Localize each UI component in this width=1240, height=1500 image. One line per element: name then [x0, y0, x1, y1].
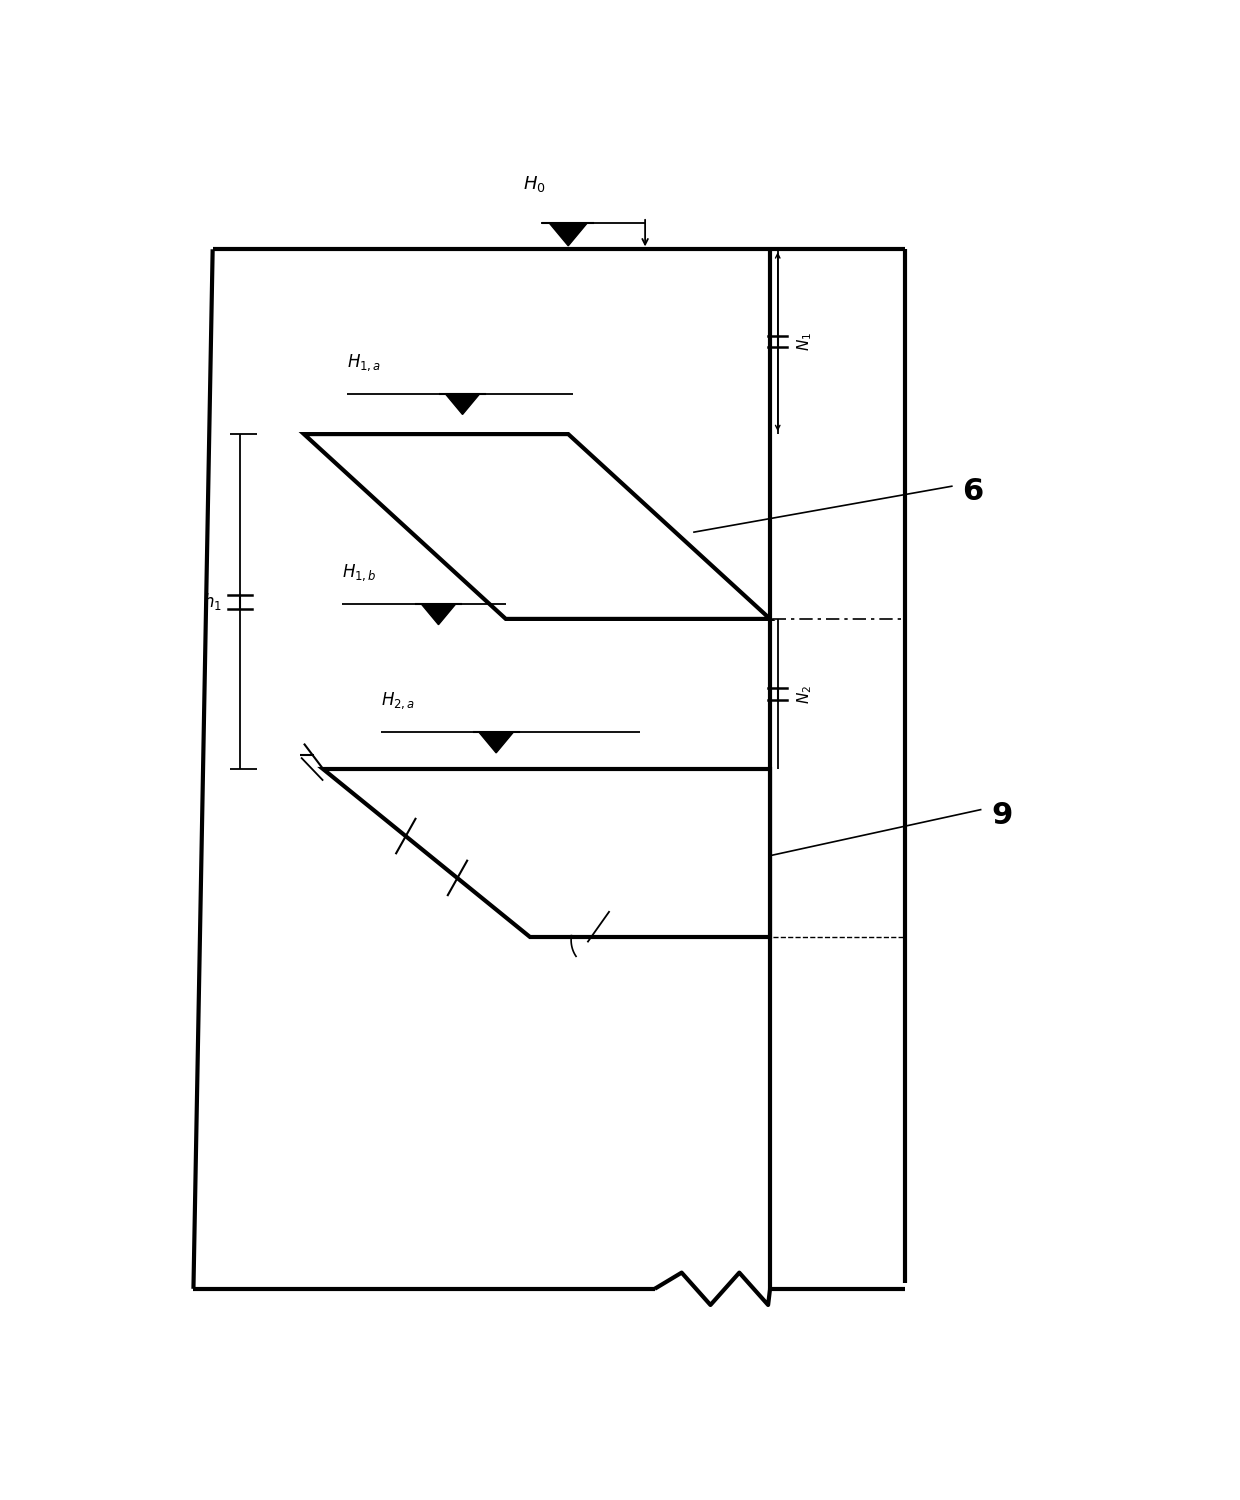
Polygon shape — [479, 732, 513, 753]
Polygon shape — [549, 222, 588, 246]
Polygon shape — [304, 433, 770, 620]
Text: $H_0$: $H_0$ — [523, 174, 546, 194]
Text: $H_{2,a}$: $H_{2,a}$ — [381, 690, 415, 711]
Text: $N_1$: $N_1$ — [795, 332, 813, 351]
Text: $h_1$: $h_1$ — [203, 591, 222, 612]
Polygon shape — [445, 393, 480, 414]
Text: $H_{1,b}$: $H_{1,b}$ — [342, 562, 377, 584]
Polygon shape — [422, 604, 456, 624]
Text: 6: 6 — [962, 477, 983, 507]
Text: $H_{1,a}$: $H_{1,a}$ — [347, 352, 382, 374]
Text: $N_2$: $N_2$ — [795, 684, 813, 703]
Text: 9: 9 — [991, 801, 1012, 830]
Polygon shape — [324, 770, 770, 936]
